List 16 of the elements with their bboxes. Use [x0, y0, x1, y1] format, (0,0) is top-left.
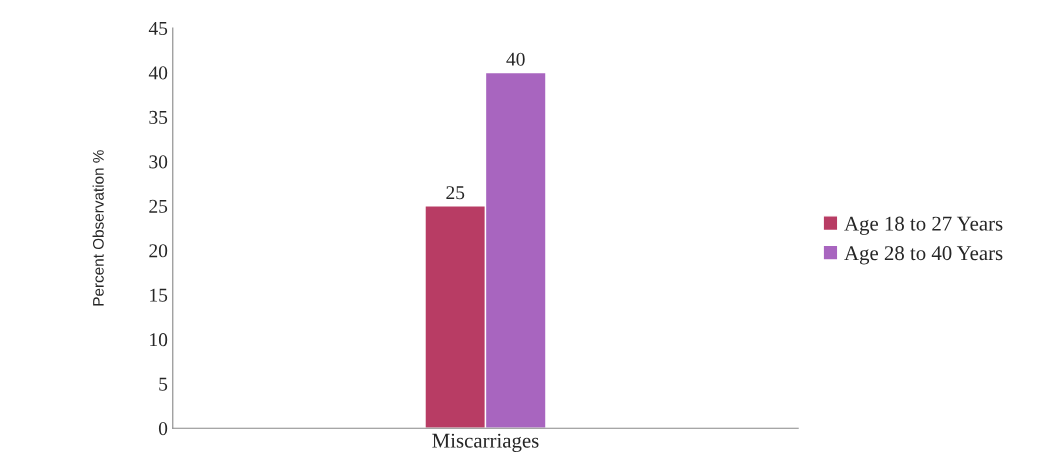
y-tick-label: 40: [148, 66, 168, 80]
y-tick-label: 15: [150, 288, 168, 302]
data-label: 40: [506, 52, 525, 66]
data-label: 25: [446, 186, 465, 200]
y-tick-label: 45: [148, 22, 168, 36]
legend-label: Age 18 to 27 Years: [844, 216, 1003, 235]
y-tick-label: 35: [149, 110, 168, 124]
y-tick-label: 5: [159, 377, 168, 391]
y-tick-label: 25: [149, 199, 168, 213]
legend-label: Age 28 to 40 Years: [844, 246, 1003, 265]
y-axis-title: Percent Observation %: [92, 150, 104, 306]
x-tick-label: Miscarriages: [432, 433, 539, 452]
y-tick-label: 30: [149, 155, 168, 169]
y-tick-label: 0: [158, 422, 168, 436]
y-tick-label: 10: [150, 333, 168, 347]
y-tick-label: 20: [149, 244, 168, 258]
